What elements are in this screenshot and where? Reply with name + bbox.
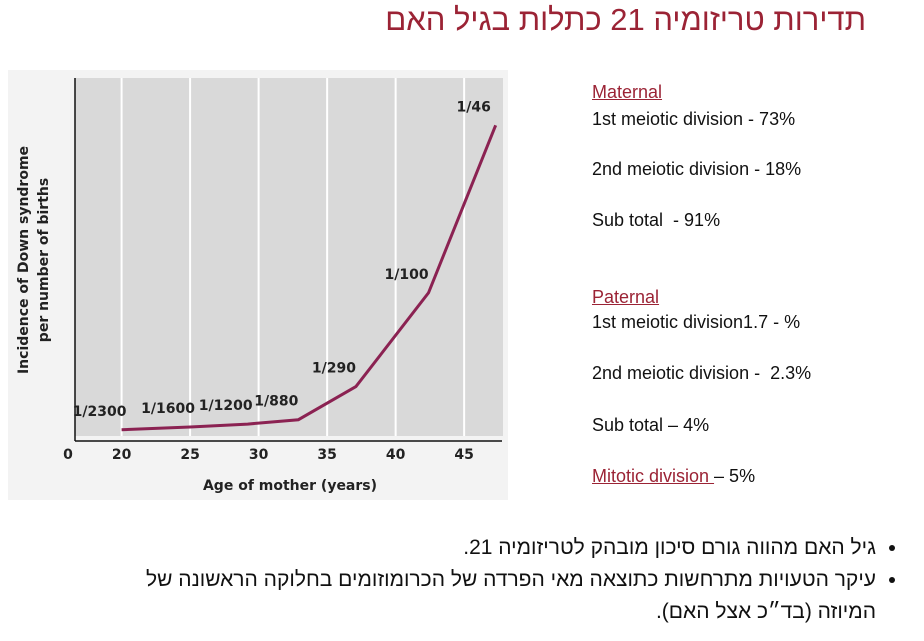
slide-title: תדירות טריזומיה 21 כתלות בגיל האם (385, 2, 866, 37)
bullet-list: גיל האם מהווה גורם סיכון מובהק לטריזומיה… (116, 532, 906, 628)
data-label: 1/1600 (141, 401, 195, 417)
paternal-heading: Paternal (592, 287, 659, 308)
chart: 20 25 30 35 40 45 0 Age of mother (years) Incide… (8, 70, 508, 500)
heading: Paternal (592, 287, 660, 307)
x-tick-label: 35 (317, 447, 336, 463)
x-tick-label: 40 (386, 447, 406, 463)
text-line: 1st meiotic division - 73% (592, 109, 796, 129)
heading: Mitotic division (592, 466, 715, 486)
plot-area (75, 78, 503, 436)
x-tick-label: 20 (112, 447, 132, 463)
text-line: Sub total - 91% (592, 210, 721, 230)
y-axis-label: per number of births (36, 178, 52, 342)
data-line (121, 124, 498, 432)
mitotic-line: Mitotic division – 5% (592, 466, 755, 487)
bullet: גיל האם מהווה גורם סיכון מובהק לטריזומיה… (116, 532, 876, 564)
text-line: 2nd meiotic division - 18% (592, 159, 802, 179)
x-tick-label: 30 (249, 447, 269, 463)
x-tick-label: 45 (454, 447, 473, 463)
data-label: 1/880 (254, 394, 298, 410)
origin-label: 0 (63, 447, 73, 463)
text: – 5% (714, 466, 756, 486)
text-line: Sub total – 4% (592, 415, 710, 435)
bullet: עיקר הטעויות מתרחשות כתוצאה מאי הפרדה של… (116, 564, 876, 628)
x-axis-label: Age of mother (years) (203, 478, 377, 494)
x-tick-label: 25 (180, 447, 199, 463)
maternal-heading: Maternal (592, 82, 662, 103)
heading: Maternal (592, 82, 663, 102)
data-label: 1/100 (384, 267, 428, 283)
data-label: 1/46 (456, 99, 490, 115)
data-label: 1/2300 (73, 404, 127, 420)
y-axis-label: Incidence of Down syndrome (16, 146, 32, 374)
data-label: 1/1200 (199, 398, 253, 414)
text-line: 1st meiotic division1.7 - % (592, 312, 801, 332)
text-line: 2nd meiotic division - 2.3% (592, 363, 812, 383)
data-label: 1/290 (312, 361, 356, 377)
